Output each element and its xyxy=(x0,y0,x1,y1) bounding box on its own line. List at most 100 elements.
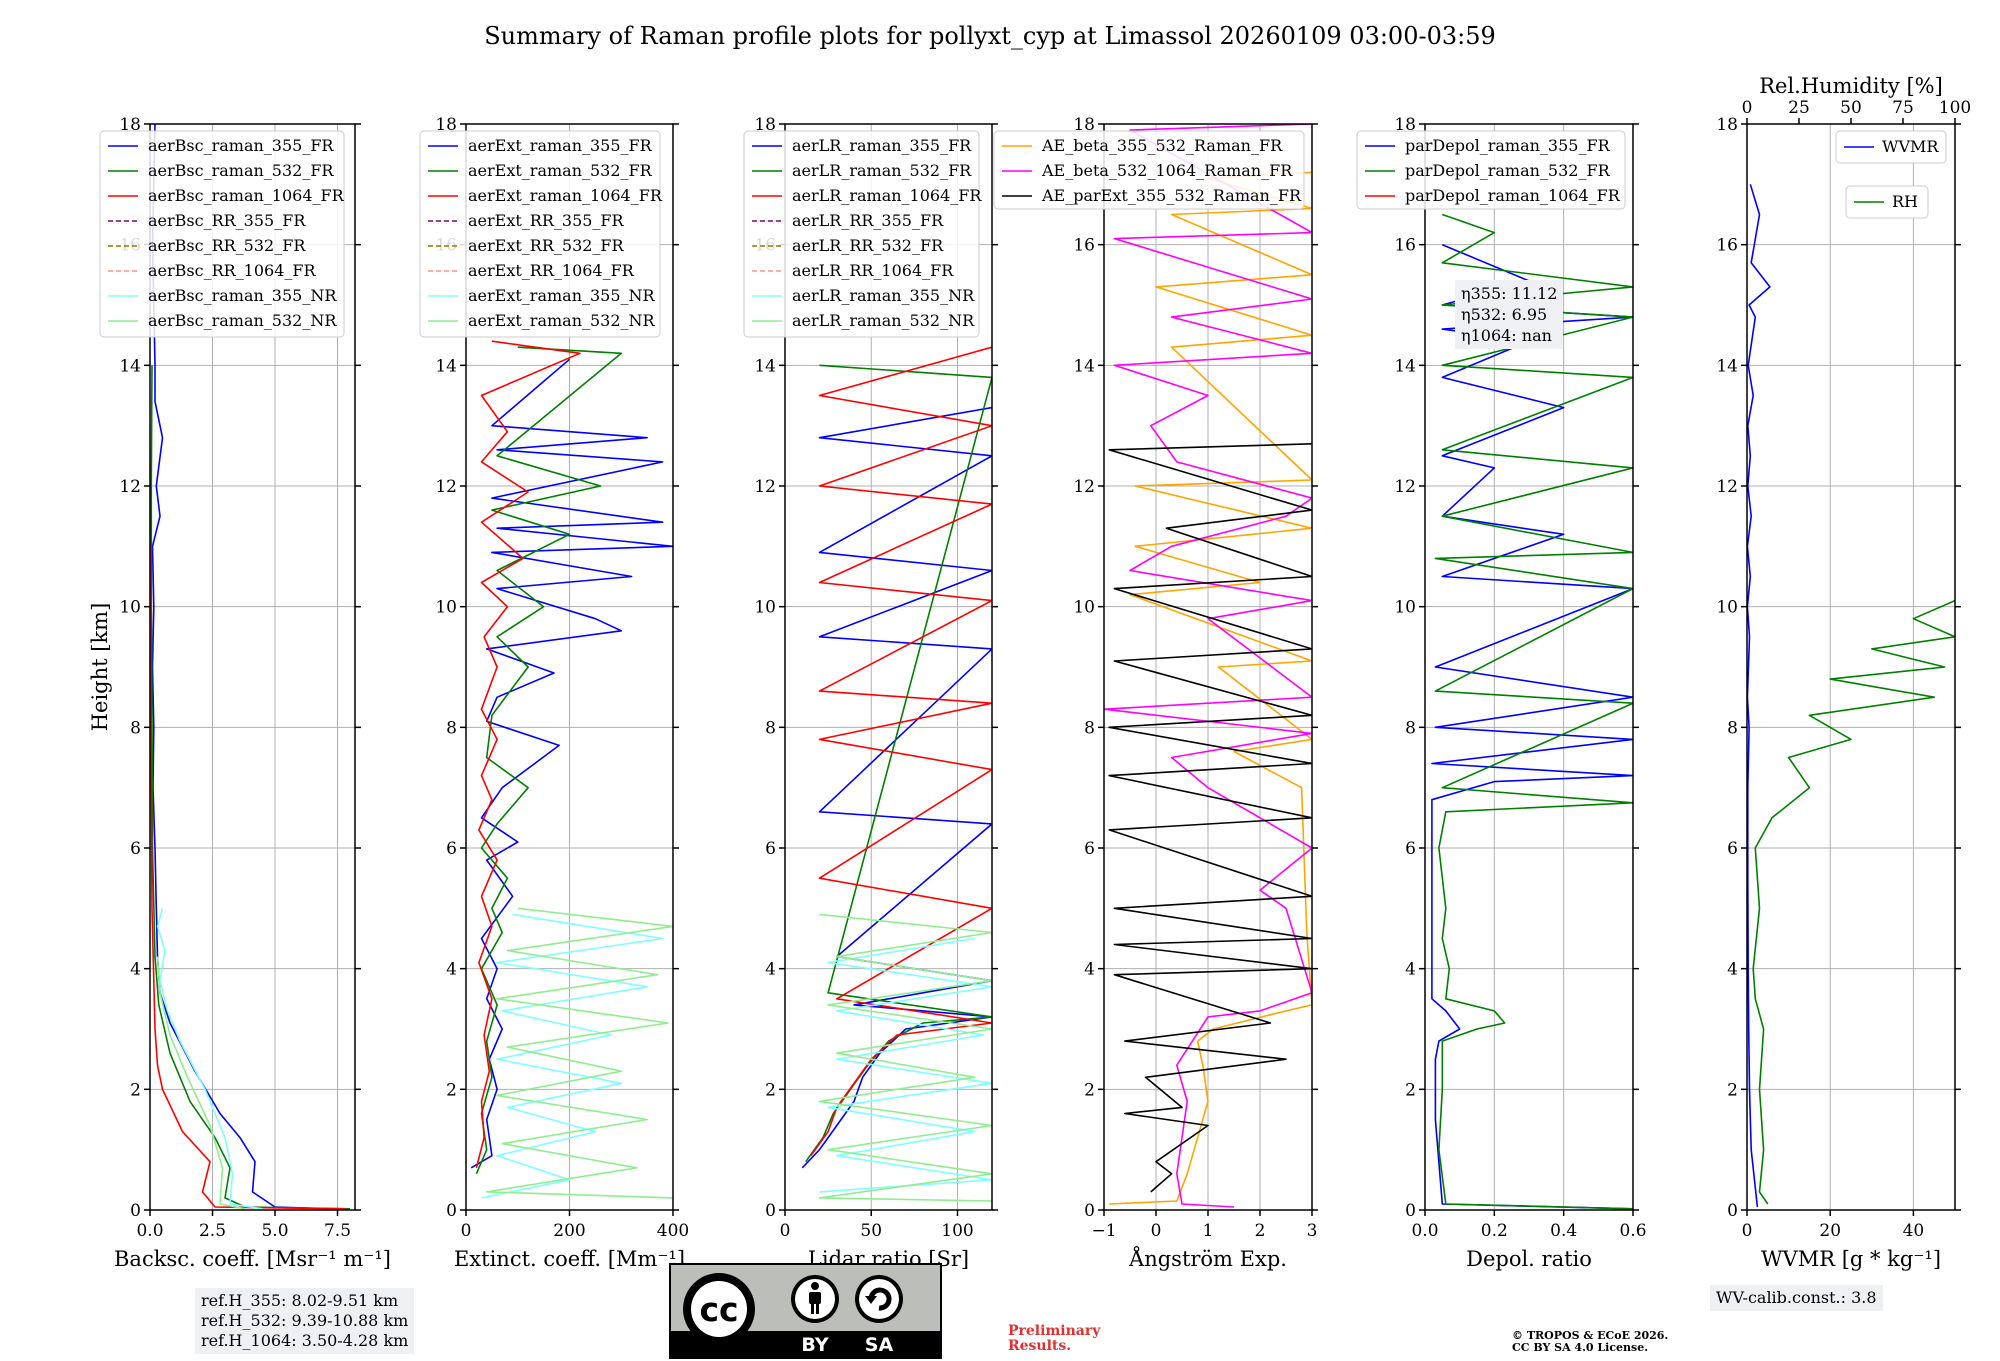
series-wvmr xyxy=(1747,184,1771,1208)
ylabel: Height [km] xyxy=(88,603,112,732)
ytick-label: 14 xyxy=(754,356,776,376)
legend-box xyxy=(743,130,980,338)
legend: parDepol_raman_355_FR parDepol_raman_532_… xyxy=(1356,130,1626,210)
ytick-label: 18 xyxy=(754,115,776,135)
series-aerbsc-raman-532-nr xyxy=(156,956,246,1210)
series-aerlr-raman-532-fr xyxy=(805,364,992,1163)
series-aerext-raman-1064-fr xyxy=(475,340,581,1168)
ytick-label: 2 xyxy=(130,1080,141,1100)
legend-box-rh xyxy=(1845,185,1929,219)
figure-title: Summary of Raman profile plots for polly… xyxy=(484,22,1496,50)
xlabel: Ångström Exp. xyxy=(1128,1246,1287,1271)
legend-label-aerlr-raman-1064-fr: aerLR_raman_1064_FR xyxy=(792,186,982,205)
xtick-label: 100 xyxy=(941,1221,973,1241)
legend-label-rh: RH xyxy=(1892,192,1918,211)
legend-label-ae-beta-532-1064-raman-fr: AE_beta_532_1064_Raman_FR xyxy=(1041,161,1293,180)
ref-height-1064: ref.H_1064: 3.50-4.28 km xyxy=(201,1331,409,1350)
cc-icon: cc xyxy=(699,1290,738,1329)
ytick-label: 4 xyxy=(446,960,457,980)
series-aerlr-raman-1064-fr xyxy=(810,346,992,1157)
series-aerlr-raman-355-nr xyxy=(819,937,992,1193)
ytick-label: 16 xyxy=(1073,236,1095,256)
ytick-label: 2 xyxy=(765,1080,776,1100)
by-person-icon xyxy=(809,1282,821,1314)
xtick-label: 3 xyxy=(1307,1221,1318,1241)
legend-label-wvmr: WVMR xyxy=(1882,137,1939,156)
copyright-note: © TROPOS & ECoE 2026. CC BY SA 4.0 Licen… xyxy=(1512,1330,1668,1354)
xtick-label: 2.5 xyxy=(199,1221,226,1241)
ytick-label: 4 xyxy=(1405,960,1416,980)
ytick-label: 10 xyxy=(1073,598,1095,618)
ytick-label: 6 xyxy=(446,839,457,859)
xlabel: Backsc. coeff. [Msr⁻¹ m⁻¹] xyxy=(114,1247,391,1271)
ytick-label: 8 xyxy=(1405,718,1416,738)
ytick-label: 2 xyxy=(1405,1080,1416,1100)
xtick-label: 2 xyxy=(1255,1221,1266,1241)
ytick-label: 14 xyxy=(1073,356,1095,376)
axes-frame xyxy=(1746,123,1956,1211)
xtick-label: 0.4 xyxy=(1550,1221,1577,1241)
xtick-label: 20 xyxy=(1819,1221,1841,1241)
series-pardepol-raman-532-fr xyxy=(1434,213,1633,1210)
ytick-label: 18 xyxy=(119,115,141,135)
series-group xyxy=(1104,124,1312,1208)
ref-height-info: ref.H_355: 8.02-9.51 km ref.H_532: 9.39-… xyxy=(195,1288,415,1354)
legend-label-aerext-raman-355-nr: aerExt_raman_355_NR xyxy=(468,286,656,305)
legend-label-ae-beta-355-532-raman-fr: AE_beta_355_532_Raman_FR xyxy=(1041,136,1283,155)
cc-license-badge[interactable]: cc BY SA xyxy=(669,1263,942,1359)
xtick-label: 0.0 xyxy=(1411,1221,1438,1241)
xtick-label: 0.6 xyxy=(1619,1221,1646,1241)
legend-label-aerext-rr-1064-fr: aerExt_RR_1064_FR xyxy=(468,261,635,280)
legend-label-aerbsc-raman-355-fr: aerBsc_raman_355_FR xyxy=(148,136,334,155)
ytick-label: 6 xyxy=(1084,839,1095,859)
panel-2: 0246810121416180200400Extinct. coeff. [M… xyxy=(419,115,689,1271)
ytick-label: 2 xyxy=(1727,1080,1738,1100)
legend-label-aerlr-rr-1064-fr: aerLR_RR_1064_FR xyxy=(792,261,954,280)
xlabel: WVMR [g * kg⁻¹] xyxy=(1761,1247,1941,1271)
legend-label-aerbsc-rr-532-fr: aerBsc_RR_532_FR xyxy=(148,236,306,255)
panel-3: 024681012141618050100Lidar ratio [Sr]aer… xyxy=(743,115,998,1271)
ytick-label: 10 xyxy=(754,598,776,618)
xtick-label: 5.0 xyxy=(261,1221,288,1241)
by-label: BY xyxy=(801,1334,828,1356)
xlabel-top: Rel.Humidity [%] xyxy=(1759,74,1943,98)
legend-label-aerlr-raman-532-fr: aerLR_raman_532_FR xyxy=(792,161,972,180)
series-ae-parext-355-532-raman-fr xyxy=(1108,443,1312,1193)
legend-label-pardepol-raman-355-fr: parDepol_raman_355_FR xyxy=(1405,136,1611,155)
ytick-label: 12 xyxy=(1394,477,1416,497)
ytick-label: 18 xyxy=(435,115,457,135)
ytick-label: 12 xyxy=(754,477,776,497)
legend: aerBsc_raman_355_FR aerBsc_raman_532_FRae… xyxy=(99,130,345,338)
ytick-label: 0 xyxy=(1405,1201,1416,1221)
legend: aerLR_raman_355_FR aerLR_raman_532_FR aerL… xyxy=(743,130,982,338)
ytick-label: 12 xyxy=(435,477,457,497)
series-aerext-raman-355-fr xyxy=(470,358,673,1169)
ytick-label: 14 xyxy=(1394,356,1416,376)
legend-box xyxy=(1356,130,1626,210)
panel-5: 0 2 4 6 8 10 12 14 16 18 0.0 0.2 0.4 0.6 Depol. ratio p… xyxy=(1356,115,1647,1271)
series-aerext-raman-355-nr xyxy=(481,913,664,1199)
legend-label-pardepol-raman-532-fr: parDepol_raman_532_FR xyxy=(1405,161,1611,180)
legend-box-wvmr xyxy=(1835,130,1947,164)
ytick-label: 18 xyxy=(1073,115,1095,135)
ytick-label: 12 xyxy=(1073,477,1095,497)
ytick-label: 6 xyxy=(1405,839,1416,859)
ytick-label: 14 xyxy=(1716,356,1738,376)
xtick-label: 7.5 xyxy=(324,1221,351,1241)
legend-label-aerlr-raman-355-nr: aerLR_raman_355_NR xyxy=(792,286,975,305)
ytick-label: 12 xyxy=(1716,477,1738,497)
legend-label-aerext-raman-532-nr: aerExt_raman_532_NR xyxy=(468,311,656,330)
xtick-label: 0 xyxy=(780,1221,791,1241)
xtick-label: 0 xyxy=(1742,1221,1753,1241)
xtick-label: 200 xyxy=(553,1221,585,1241)
series-group xyxy=(150,124,351,1210)
legend-label-aerbsc-raman-1064-fr: aerBsc_raman_1064_FR xyxy=(148,186,345,205)
ytick-label: 0 xyxy=(446,1201,457,1221)
legend-label-aerext-rr-355-fr: aerExt_RR_355_FR xyxy=(468,211,625,230)
legend-label-aerext-raman-1064-fr: aerExt_raman_1064_FR xyxy=(468,186,663,205)
legend-label-aerbsc-raman-532-nr: aerBsc_raman_532_NR xyxy=(148,311,337,330)
legend: aerExt_raman_355_FR aerExt_raman_532_FRae… xyxy=(419,130,663,338)
